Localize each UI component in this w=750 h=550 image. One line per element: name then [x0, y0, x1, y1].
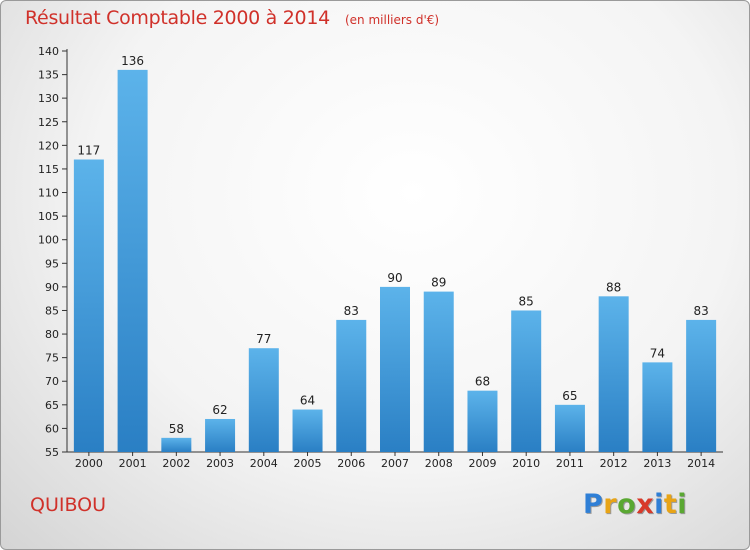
y-tick-label: 60	[45, 422, 59, 435]
bar	[642, 362, 673, 452]
x-tick-label: 2011	[556, 457, 584, 470]
bar-value-label: 83	[693, 304, 708, 318]
bar-value-label: 117	[77, 144, 100, 158]
logo-letter: t	[663, 489, 678, 520]
bar-value-label: 90	[387, 271, 402, 285]
chart-subtitle: (en milliers d'€)	[344, 13, 440, 27]
bar-value-label: 83	[344, 304, 359, 318]
y-tick-label: 70	[45, 375, 59, 388]
bar-value-label: 89	[431, 276, 446, 290]
logo-letter: i	[677, 489, 688, 520]
chart-data-labels: 117 136 58 62 77 64 83 90 89 68 85 65 88 74 83	[77, 54, 708, 436]
x-tick-label: 2000	[75, 457, 103, 470]
x-tick-label: 2014	[687, 457, 715, 470]
y-tick-label: 55	[45, 446, 59, 459]
y-tick-label: 125	[38, 116, 59, 129]
x-tick-label: 2008	[425, 457, 453, 470]
bar-value-label: 74	[650, 346, 665, 360]
y-tick-label: 100	[38, 234, 59, 247]
y-tick-label: 90	[45, 281, 59, 294]
y-tick-label: 135	[38, 69, 59, 82]
x-tick-label: 2004	[250, 457, 278, 470]
y-tick-label: 130	[38, 92, 59, 105]
bar-value-label: 64	[300, 394, 315, 408]
commune-name: QUIBOU	[30, 494, 107, 516]
chart-bars	[73, 69, 717, 452]
y-tick-label: 110	[38, 187, 59, 200]
bar	[161, 437, 192, 452]
logo-letter: i	[654, 489, 664, 520]
y-tick-label: 120	[38, 139, 59, 152]
logo-letter: x	[636, 489, 655, 520]
bar-value-label: 65	[562, 389, 577, 403]
bar	[554, 404, 585, 452]
proxiti-logo: Proxiti	[583, 489, 687, 520]
bar	[467, 390, 498, 452]
y-tick-label: 75	[45, 352, 59, 365]
chart-title-block: Résultat Comptable 2000 à 2014 (en milli…	[25, 7, 439, 29]
bar-value-label: 77	[256, 332, 271, 346]
bar	[117, 69, 148, 452]
bar	[292, 409, 323, 452]
chart-title: Résultat Comptable 2000 à 2014	[25, 7, 330, 29]
x-tick-label: 2005	[294, 457, 322, 470]
bar-value-label: 85	[519, 294, 534, 308]
bar	[598, 296, 629, 452]
logo-letter: o	[617, 489, 637, 520]
bar-value-label: 136	[121, 54, 144, 68]
y-tick-label: 95	[45, 257, 59, 270]
y-tick-label: 65	[45, 399, 59, 412]
x-tick-label: 2012	[600, 457, 628, 470]
y-tick-label: 105	[38, 210, 59, 223]
bar-value-label: 58	[169, 422, 184, 436]
x-tick-label: 2006	[337, 457, 365, 470]
bar	[380, 286, 410, 452]
bar	[205, 418, 236, 452]
bar-value-label: 68	[475, 375, 490, 389]
bar	[336, 319, 367, 452]
y-tick-label: 80	[45, 328, 59, 341]
bar	[423, 291, 454, 452]
bar	[511, 310, 542, 452]
x-tick-label: 2007	[381, 457, 409, 470]
y-tick-label: 140	[38, 45, 59, 58]
x-tick-label: 2013	[643, 457, 671, 470]
x-tick-label: 2003	[206, 457, 234, 470]
y-tick-label: 115	[38, 163, 59, 176]
bar	[248, 348, 279, 452]
logo-letter: r	[603, 489, 618, 520]
bar-value-label: 62	[212, 403, 227, 417]
x-tick-label: 2002	[162, 457, 190, 470]
x-tick-label: 2010	[512, 457, 540, 470]
logo-letter: P	[583, 489, 604, 520]
bar	[73, 159, 104, 452]
bar-value-label: 88	[606, 280, 621, 294]
y-tick-label: 85	[45, 304, 59, 317]
x-tick-label: 2009	[468, 457, 496, 470]
x-tick-label: 2001	[119, 457, 147, 470]
bar	[686, 319, 717, 452]
